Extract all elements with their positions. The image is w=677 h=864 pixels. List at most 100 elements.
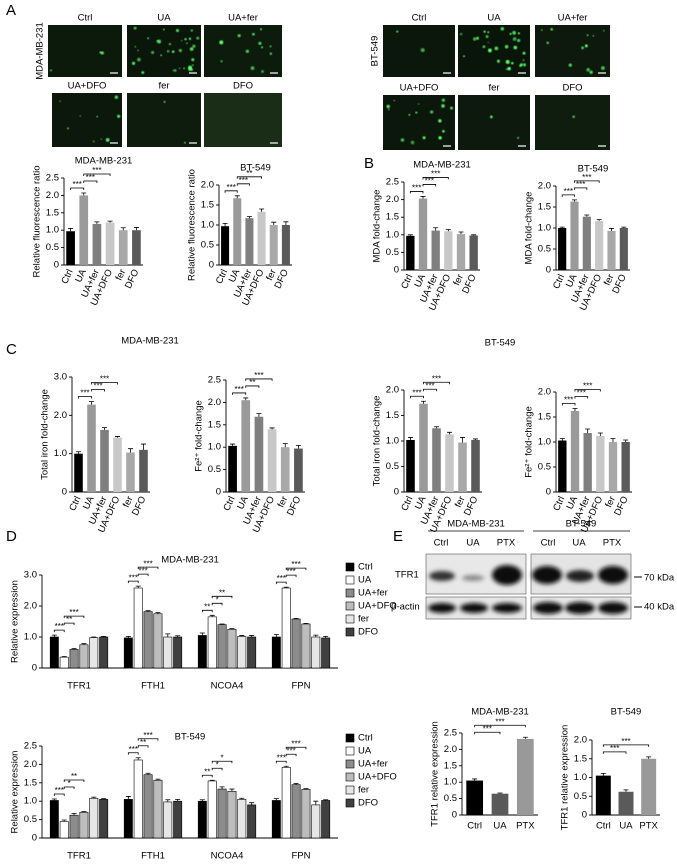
y-tick-label: 1.0: [54, 448, 67, 459]
y-tick-label: 0.5: [386, 461, 399, 472]
bar: [271, 636, 281, 669]
x-tick-label: PTX: [639, 821, 658, 832]
bar: [621, 442, 630, 492]
legend-label: Ctrl: [358, 733, 373, 744]
fluorescent-spot: [220, 60, 223, 63]
error-bar: [471, 234, 477, 236]
significance-label: **: [204, 602, 210, 611]
significance-label: **: [66, 615, 72, 624]
fluorescent-spot: [219, 40, 224, 45]
bar: [79, 811, 89, 839]
fluorescent-spot: [517, 38, 521, 43]
fluorescent-spot: [400, 138, 405, 142]
bar: [558, 440, 567, 492]
bar: [74, 453, 83, 492]
fluorescent-spot: [568, 63, 572, 67]
significance-bracket: [78, 396, 92, 399]
bar: [432, 428, 441, 492]
significance-bracket: [236, 183, 250, 186]
chart-title: MDA-MB-231: [121, 336, 179, 347]
bar: [79, 195, 89, 265]
y-tick-label: 0.5: [444, 793, 457, 804]
error-bar: [209, 614, 215, 617]
bar: [608, 442, 618, 492]
significance-label: ***: [55, 622, 64, 631]
fluorescent-spot: [511, 61, 514, 65]
significance-label: ***: [564, 396, 573, 405]
chart-title: BT-549: [485, 338, 516, 349]
error-bar: [646, 756, 652, 759]
bar: [49, 636, 59, 669]
error-bar: [623, 439, 629, 442]
significance-bracket: [275, 760, 287, 764]
fluorescent-spot: [420, 48, 425, 53]
bar: [139, 449, 148, 492]
image-label: DFO: [562, 83, 582, 94]
legend-label: UA+DFO: [358, 772, 397, 783]
legend-swatch: [345, 759, 355, 769]
bar: [491, 793, 509, 815]
chart-title: BT-549: [578, 164, 609, 175]
significance-label: ***: [286, 567, 295, 576]
bar: [471, 439, 480, 492]
y-tick-label: 2.0: [208, 397, 221, 408]
error-bar: [246, 216, 252, 219]
fluorescent-spot: [550, 28, 553, 31]
error-bar: [107, 220, 113, 223]
significance-bracket: [224, 190, 238, 193]
significance-bracket: [474, 724, 526, 728]
error-bar: [120, 227, 126, 231]
significance-bracket: [201, 774, 213, 778]
y-tick-label: 1.5: [444, 760, 457, 771]
significance-bracket: [574, 389, 601, 392]
y-tick-label: 0: [32, 833, 37, 844]
error-bar: [222, 223, 228, 227]
fluorescent-spot: [163, 100, 166, 103]
image-label: UA: [487, 13, 501, 24]
x-tick-label: PTX: [516, 821, 535, 832]
bar: [406, 439, 415, 492]
protein-label: β-actin: [391, 602, 420, 613]
bar: [281, 767, 291, 839]
y-axis-label: MDA fold-change: [372, 190, 383, 263]
legend-swatch: [345, 562, 355, 572]
significance-bracket: [422, 184, 437, 187]
bar: [271, 800, 281, 839]
error-bar: [239, 797, 245, 800]
bar: [619, 228, 628, 270]
fluorescent-spot: [191, 64, 194, 67]
y-tick-label: 0.5: [574, 791, 587, 802]
y-axis-label: Total iron fold-change: [40, 389, 51, 480]
error-bar: [71, 648, 77, 650]
fluorescent-spot: [505, 60, 509, 64]
micrograph: [204, 93, 282, 147]
error-bar: [51, 798, 57, 801]
bar: [113, 437, 122, 492]
bar: [254, 416, 264, 492]
bar: [245, 218, 254, 265]
y-tick-label: 0: [209, 260, 214, 271]
fluorescent-spot: [463, 55, 465, 58]
y-tick-label: 0.5: [538, 462, 551, 473]
error-bar: [282, 443, 288, 448]
error-bar: [269, 427, 275, 430]
bar: [217, 788, 227, 839]
bar: [228, 445, 237, 492]
bar: [143, 611, 153, 669]
image-label: UA+fer: [558, 13, 588, 24]
band: [429, 571, 455, 581]
chart-title: BT-549: [175, 732, 206, 743]
significance-bracket: [561, 403, 576, 406]
significance-label: ***: [55, 786, 64, 795]
significance-bracket: [137, 738, 159, 741]
image-label: fer: [488, 83, 499, 94]
lane-label: UA: [466, 538, 480, 549]
significance-bracket: [63, 779, 85, 782]
y-tick-label: 1.0: [201, 220, 214, 231]
error-bar: [303, 622, 309, 624]
fluorescent-spot: [504, 44, 509, 49]
bar: [59, 821, 69, 839]
fluorescent-spot: [261, 46, 264, 49]
fluorescent-spot: [438, 136, 442, 140]
fluorescent-spot: [92, 140, 95, 143]
